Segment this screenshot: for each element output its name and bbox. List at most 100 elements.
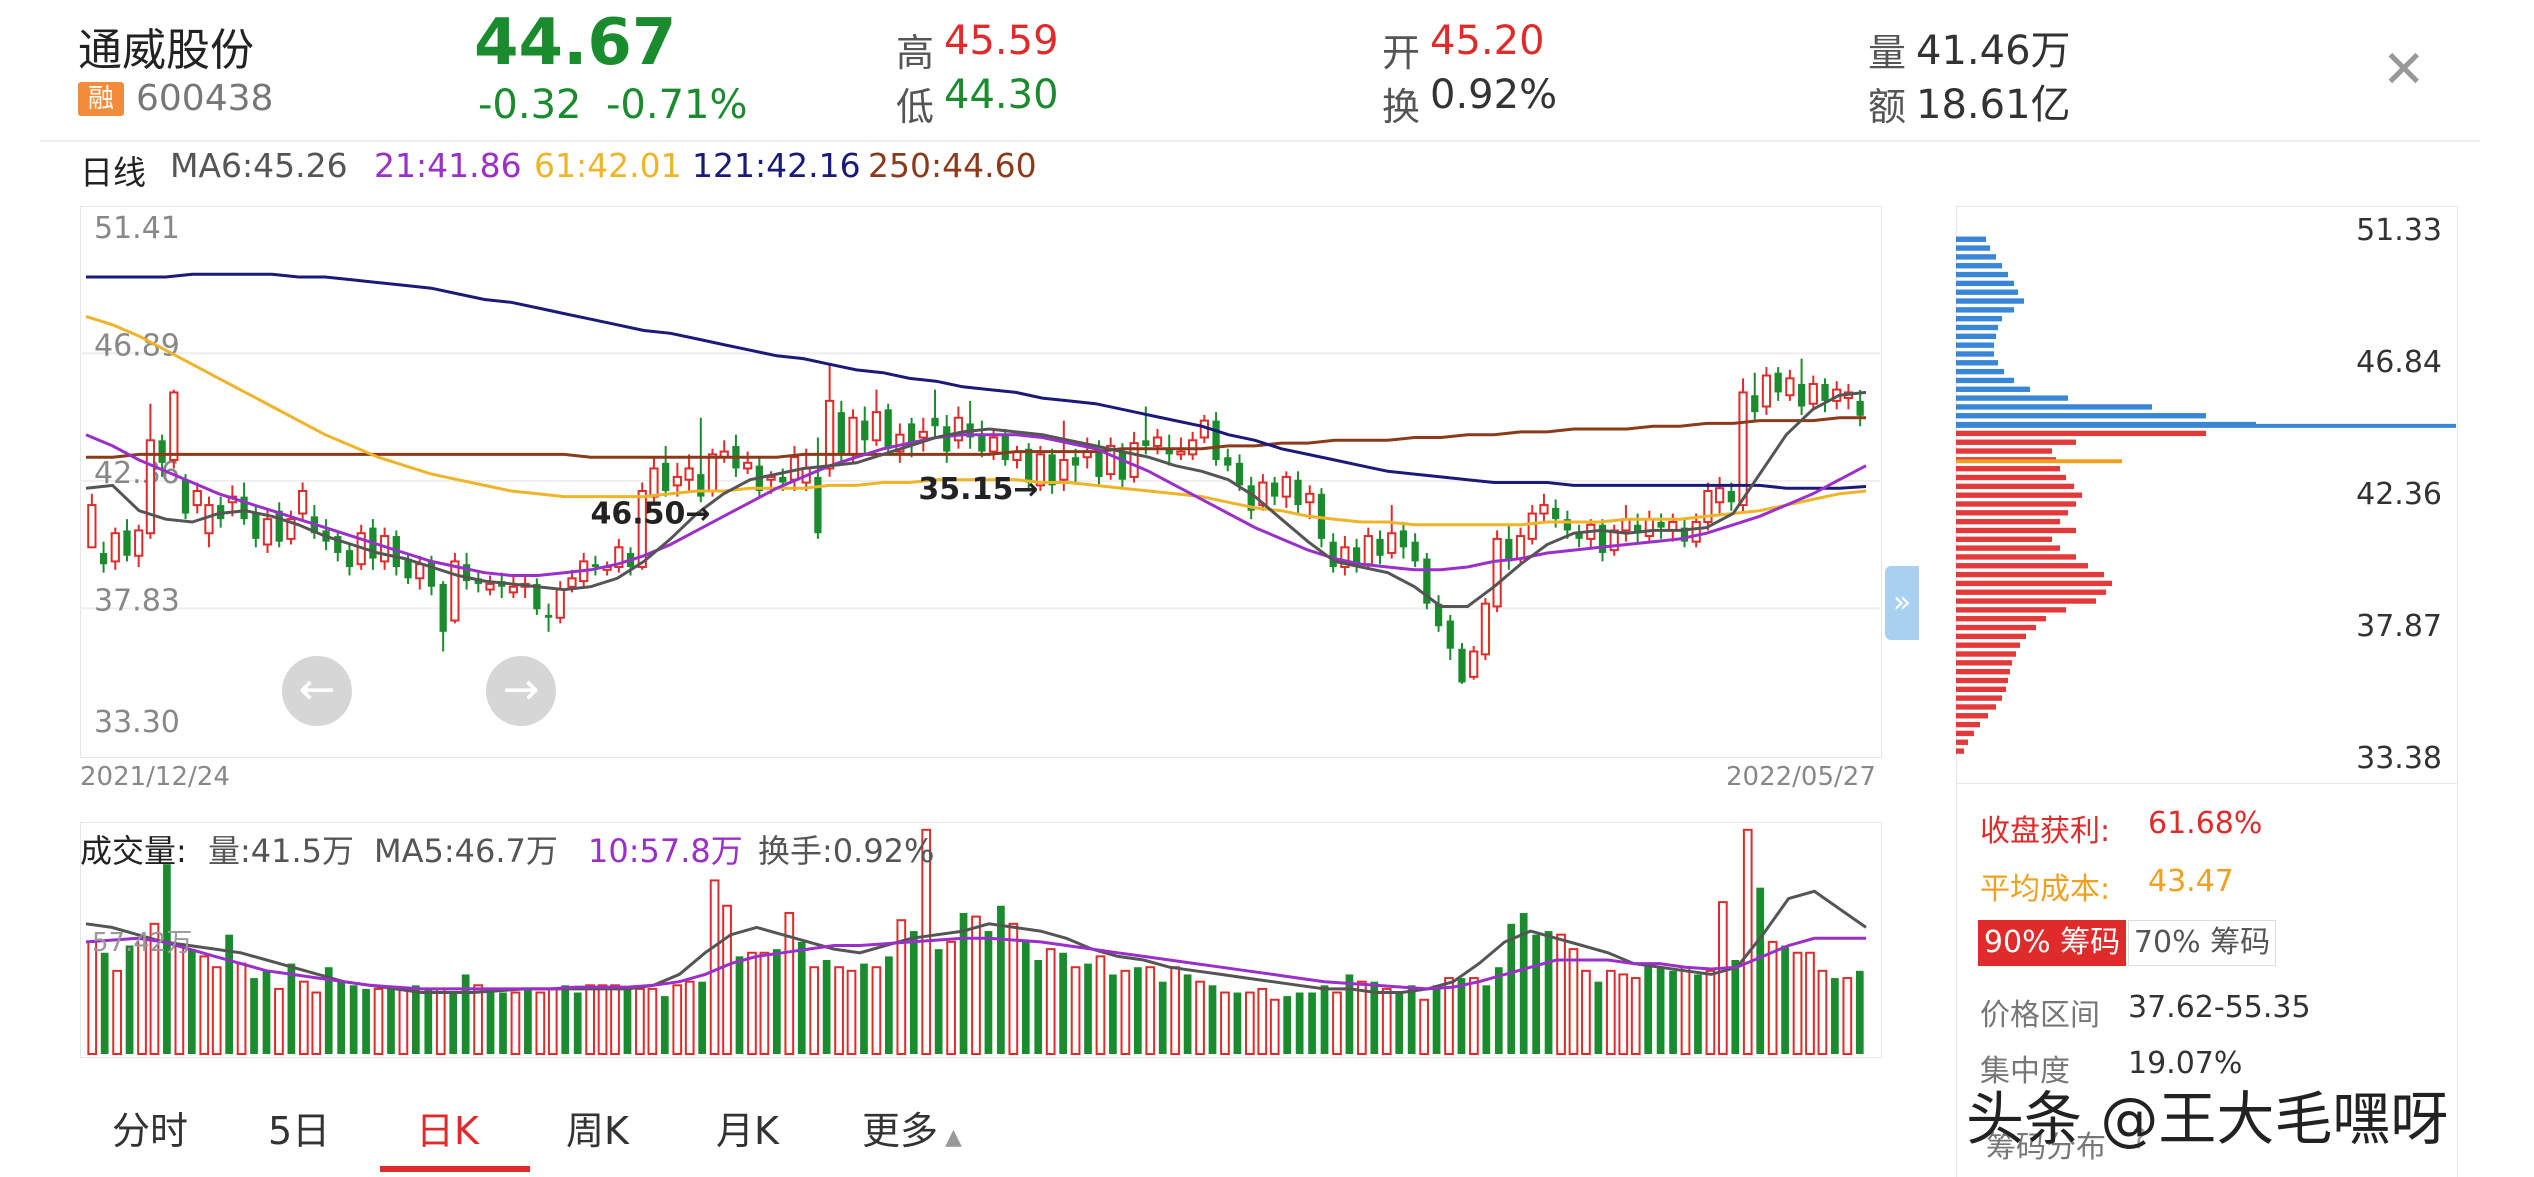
candle-body (1761, 374, 1772, 408)
expand-panel-button[interactable]: » (1885, 566, 1919, 640)
close-icon[interactable]: ✕ (2382, 40, 2426, 100)
y-tick-label: 51.41 (94, 211, 180, 246)
stock-code: 600438 (136, 78, 274, 119)
volume-bar (909, 931, 918, 1054)
volume-bar (1034, 959, 1043, 1054)
candle-body (1270, 482, 1279, 497)
candle-body (884, 409, 892, 449)
chip-bar (1956, 360, 1998, 366)
volume-bar (236, 962, 247, 1056)
volume-bar (1444, 977, 1454, 1055)
candle-body (1657, 521, 1665, 528)
candle-body (1856, 400, 1864, 416)
candle-body (555, 588, 565, 619)
chip-bar (1956, 236, 1986, 242)
chip-bar (1956, 386, 2030, 392)
volume-bar (362, 988, 370, 1054)
volume-bar (871, 966, 882, 1055)
volume-bar (660, 996, 669, 1054)
chip-bar (1956, 439, 2076, 445)
volume-bar (1332, 991, 1342, 1055)
volume-bar (1183, 974, 1192, 1054)
tab-5day[interactable]: 5日 (268, 1109, 331, 1153)
volume-bar (1817, 969, 1828, 1055)
candle-body (567, 577, 577, 588)
chip-bar (1956, 368, 2004, 375)
candle-body (918, 430, 928, 439)
chip-bar (1956, 351, 1994, 357)
candle-body (824, 399, 835, 470)
candle-body (286, 518, 296, 540)
volume-bar (211, 966, 222, 1055)
volume-bar (1594, 981, 1603, 1054)
candle-body (1294, 479, 1302, 506)
volume-bar (709, 879, 720, 1055)
chip-bar (1956, 677, 2008, 684)
ma121-legend: 121:42.16 (692, 146, 861, 185)
candle-body (158, 440, 166, 463)
scroll-left-button[interactable]: ← (282, 656, 352, 726)
volume-bar (1694, 974, 1702, 1054)
volume-bar (561, 985, 570, 1054)
tab-weekly-k[interactable]: 周K (566, 1109, 629, 1153)
chip-bar (1956, 245, 1990, 251)
tab-intraday[interactable]: 分时 (112, 1109, 189, 1153)
amount-value: 18.61亿 (1916, 82, 2071, 128)
chip-bar (1956, 254, 1996, 260)
price-annotation: 35.15→ (918, 472, 1038, 507)
candle-body (485, 582, 495, 591)
volume-bar (1731, 959, 1740, 1054)
chip-bar (1956, 501, 2076, 507)
volume-bar (722, 904, 732, 1055)
chip-tick-label: 42.36 (2356, 477, 2442, 512)
volume-ma10-line (85, 936, 1866, 991)
period-label: 日线 (80, 153, 146, 192)
chip-bar (1956, 527, 2076, 534)
chip-bar (1956, 510, 2068, 516)
volume-chart[interactable] (80, 822, 1880, 1056)
candle-body (1281, 475, 1291, 498)
candle-body (1212, 420, 1220, 461)
chip-tick-label: 33.38 (2356, 741, 2442, 776)
candle-body (861, 420, 869, 441)
chip-bar (1956, 704, 1996, 710)
chip-bar (1956, 554, 2076, 560)
candle-body (1001, 434, 1009, 461)
volume-bar (885, 956, 893, 1054)
low-label: 低 (896, 85, 935, 129)
volume-bar (324, 967, 333, 1054)
candle-body (637, 489, 647, 569)
candle-body (1505, 538, 1513, 562)
double-chevron-right-icon: » (1892, 585, 1912, 620)
ma250-legend: 250:44.60 (868, 146, 1037, 185)
volume-bar (412, 985, 420, 1054)
candle-body (1352, 547, 1361, 565)
candle-body (508, 585, 519, 594)
chips-90-button[interactable]: 90% 筹码 (1978, 920, 2126, 966)
volume-bar (684, 980, 695, 1055)
volume-bar (1021, 941, 1030, 1054)
candle-body (1059, 459, 1069, 481)
y-tick-label: 46.89 (94, 328, 180, 363)
tab-monthly-k[interactable]: 月K (716, 1109, 779, 1153)
help-icon[interactable]: ? (2132, 1122, 2147, 1155)
range-value: 37.62-55.35 (2128, 990, 2311, 1025)
candle-body (427, 561, 436, 587)
low-value: 44.30 (944, 72, 1059, 118)
volume-bar (1792, 951, 1803, 1055)
scroll-right-button[interactable]: → (486, 656, 556, 726)
chips-70-button[interactable]: 70% 筹码 (2128, 920, 2276, 966)
volume-bar (1345, 974, 1354, 1054)
volume-bar (547, 987, 558, 1055)
tab-more[interactable]: 更多 ▲ (862, 1109, 962, 1153)
volume-bar (1742, 828, 1753, 1056)
candle-body (1224, 457, 1232, 466)
tab-daily-k[interactable]: 日K (416, 1109, 479, 1153)
volume-bar (1070, 966, 1081, 1055)
volume-bar (1195, 980, 1205, 1055)
volume-legend-ma10: 10:57.8万 (588, 832, 743, 870)
candle-body (181, 479, 190, 514)
volume-bar (1680, 966, 1691, 1055)
candle-body (1247, 485, 1255, 511)
